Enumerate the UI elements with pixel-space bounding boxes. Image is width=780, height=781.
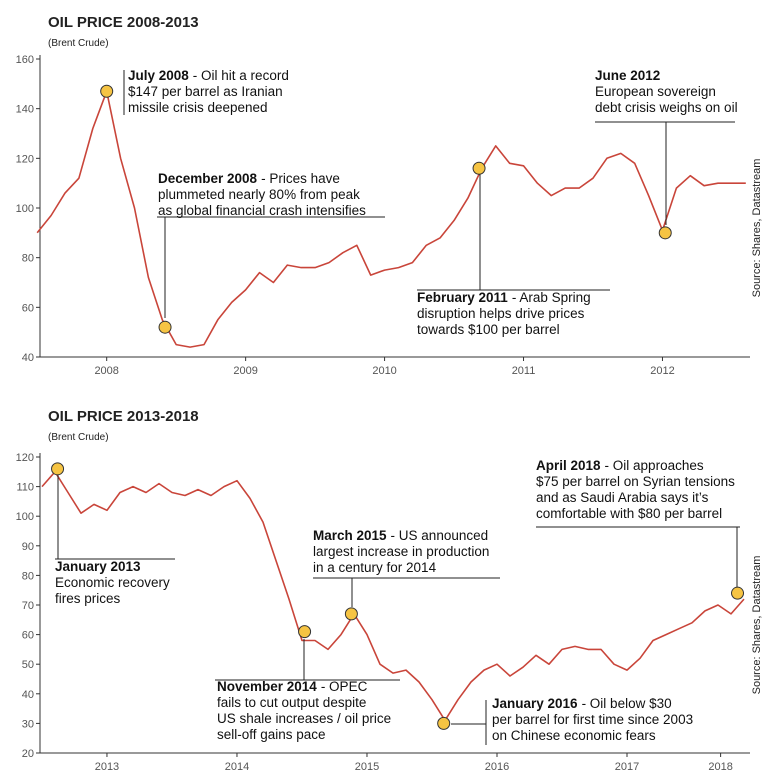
annotation-text: - Oil below $30 bbox=[582, 696, 672, 711]
annotation: January 2013 Economic recovery fires price… bbox=[55, 559, 170, 606]
annotation-title: January 2016 bbox=[492, 696, 578, 711]
annotation-text: fails to cut output despite bbox=[217, 695, 366, 710]
y-tick-label: 80 bbox=[22, 570, 34, 582]
price-line bbox=[36, 90, 746, 348]
y-tick-label: 50 bbox=[22, 659, 34, 671]
event-marker bbox=[437, 716, 451, 730]
x-tick-label: 2013 bbox=[95, 761, 119, 773]
annotation-text: comfortable with $80 per barrel bbox=[536, 506, 722, 521]
annotation: February 2011 - Arab Spring disruption hel… bbox=[417, 290, 591, 337]
y-tick-label: 120 bbox=[16, 452, 34, 464]
annotation: March 2015 - US announced largest increase… bbox=[313, 528, 489, 575]
y-tick-label: 60 bbox=[22, 630, 34, 642]
chart-title: OIL PRICE 2008-2013 bbox=[48, 14, 199, 31]
annotation-text: - Oil hit a record bbox=[193, 68, 289, 83]
y-tick-label: 20 bbox=[22, 748, 34, 760]
y-tick-label: 40 bbox=[22, 352, 34, 364]
annotation-title: June 2012 bbox=[595, 68, 660, 83]
annotation-title: April 2018 bbox=[536, 458, 601, 473]
annotation-text: debt crisis weighs on oil bbox=[595, 100, 738, 115]
annotation: January 2016 - Oil below $30 per barrel fo… bbox=[492, 696, 693, 743]
source-note: Source: Shares, Datastream bbox=[751, 159, 763, 298]
chart-subtitle: (Brent Crude) bbox=[48, 432, 109, 443]
y-tick-label: 110 bbox=[16, 482, 34, 494]
event-marker bbox=[731, 586, 745, 600]
annotation-text: - Prices have bbox=[261, 171, 340, 186]
annotation-text: largest increase in production bbox=[313, 544, 489, 559]
annotation: November 2014 - OPEC fails to cut output d… bbox=[217, 679, 391, 742]
annotation-text: disruption helps drive prices bbox=[417, 306, 585, 321]
x-tick-label: 2017 bbox=[615, 761, 639, 773]
annotation-text: Economic recovery bbox=[55, 575, 170, 590]
x-tick-label: 2011 bbox=[512, 365, 536, 377]
annotation-text: - OPEC bbox=[321, 679, 368, 694]
y-tick-label: 60 bbox=[22, 302, 34, 314]
x-tick-label: 2014 bbox=[225, 761, 249, 773]
annotation-title: July 2008 bbox=[128, 68, 189, 83]
annotation-text: $147 per barrel as Iranian bbox=[128, 84, 283, 99]
y-tick-label: 140 bbox=[16, 104, 34, 116]
event-marker bbox=[298, 625, 312, 639]
annotation-text: US shale increases / oil price bbox=[217, 711, 391, 726]
annotation: July 2008 - Oil hit a record $147 per barr… bbox=[128, 68, 289, 115]
y-tick-label: 160 bbox=[16, 54, 34, 66]
event-marker bbox=[472, 161, 486, 175]
x-tick-label: 2015 bbox=[355, 761, 379, 773]
annotation-text: towards $100 per barrel bbox=[417, 322, 560, 337]
annotation-text: fires prices bbox=[55, 591, 121, 606]
annotation-text: sell-off gains pace bbox=[217, 727, 326, 742]
x-tick-label: 2012 bbox=[650, 365, 674, 377]
chart-title: OIL PRICE 2013-2018 bbox=[48, 408, 199, 425]
annotation-text: - Oil approaches bbox=[605, 458, 704, 473]
x-tick-label: 2016 bbox=[485, 761, 509, 773]
source-note: Source: Shares, Datastream bbox=[751, 556, 763, 695]
event-marker bbox=[51, 462, 65, 476]
annotation-title: January 2013 bbox=[55, 559, 141, 574]
annotation-text: and as Saudi Arabia says it’s bbox=[536, 490, 709, 505]
y-tick-label: 100 bbox=[16, 203, 34, 215]
annotation-text: - US announced bbox=[391, 528, 489, 543]
x-tick-label: 2018 bbox=[708, 761, 732, 773]
y-tick-label: 90 bbox=[22, 541, 34, 553]
x-tick-label: 2010 bbox=[372, 365, 396, 377]
y-tick-label: 100 bbox=[16, 511, 34, 523]
event-marker bbox=[344, 607, 358, 621]
x-tick-label: 2008 bbox=[94, 365, 118, 377]
annotation-text: - Arab Spring bbox=[512, 290, 591, 305]
chart-subtitle: (Brent Crude) bbox=[48, 38, 109, 49]
annotation-text: on Chinese economic fears bbox=[492, 728, 656, 743]
x-tick-label: 2009 bbox=[233, 365, 257, 377]
annotation-title: November 2014 bbox=[217, 679, 317, 694]
annotation-title: February 2011 bbox=[417, 290, 508, 305]
y-tick-label: 80 bbox=[22, 253, 34, 265]
y-tick-label: 70 bbox=[22, 600, 34, 612]
event-marker bbox=[158, 320, 172, 334]
y-tick-label: 40 bbox=[22, 689, 34, 701]
price-line bbox=[41, 471, 745, 722]
annotation-text: plummeted nearly 80% from peak bbox=[158, 187, 360, 202]
annotation: April 2018 - Oil approaches $75 per barrel… bbox=[536, 458, 735, 521]
y-tick-label: 120 bbox=[16, 153, 34, 165]
annotation-text: in a century for 2014 bbox=[313, 560, 437, 575]
y-tick-label: 30 bbox=[22, 718, 34, 730]
annotation-text: European sovereign bbox=[595, 84, 716, 99]
annotation-text: as global financial crash intensifies bbox=[158, 203, 366, 218]
annotation: June 2012 European sovereign debt crisis w… bbox=[595, 68, 738, 115]
annotation: December 2008- Prices have plummeted near… bbox=[158, 171, 366, 218]
event-marker bbox=[658, 226, 672, 240]
event-marker bbox=[100, 84, 114, 98]
annotation-text: missile crisis deepened bbox=[128, 100, 268, 115]
annotation-text: $75 per barrel on Syrian tensions bbox=[536, 474, 735, 489]
annotation-title: March 2015 bbox=[313, 528, 387, 543]
annotation-title: December 2008 bbox=[158, 171, 258, 186]
annotation-text: per barrel for first time since 2003 bbox=[492, 712, 693, 727]
